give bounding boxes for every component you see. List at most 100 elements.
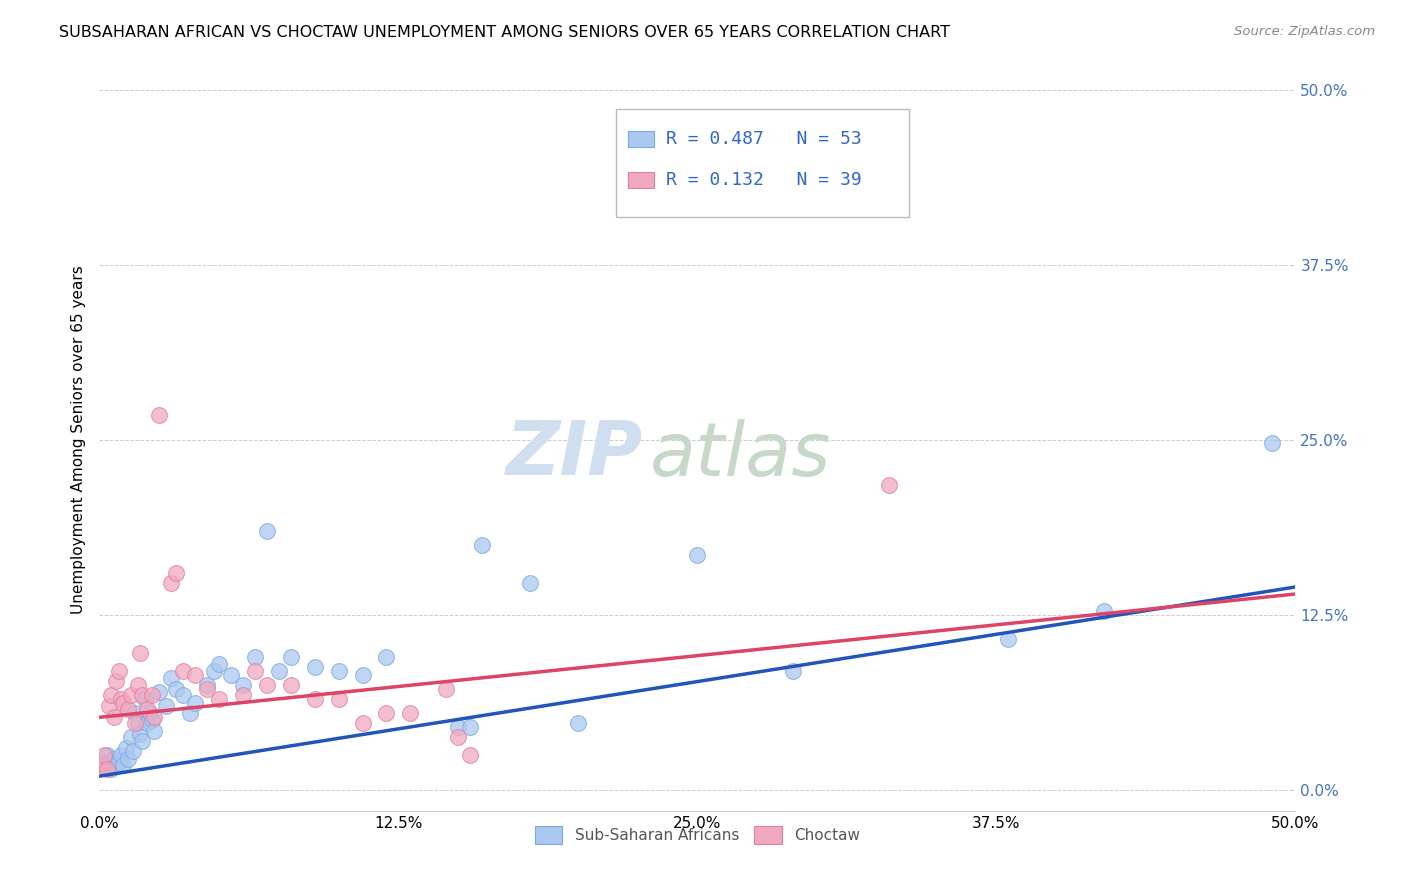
Point xyxy=(134,692,156,706)
Point xyxy=(243,650,266,665)
Point xyxy=(202,664,225,678)
Point xyxy=(93,758,115,772)
Point xyxy=(105,673,128,688)
Point xyxy=(143,724,166,739)
Point xyxy=(103,752,125,766)
Legend: Sub-Saharan Africans, Choctaw: Sub-Saharan Africans, Choctaw xyxy=(534,826,860,845)
Point xyxy=(112,696,135,710)
Point xyxy=(172,688,194,702)
Point xyxy=(105,758,128,772)
Point xyxy=(399,706,422,720)
Point xyxy=(136,702,159,716)
Point xyxy=(100,688,122,702)
Point xyxy=(997,632,1019,646)
Point xyxy=(110,748,132,763)
Point xyxy=(172,664,194,678)
Point xyxy=(136,715,159,730)
Point xyxy=(877,477,900,491)
Point xyxy=(138,706,160,720)
Point xyxy=(195,682,218,697)
Point xyxy=(93,748,115,763)
Point xyxy=(165,566,187,580)
Point xyxy=(124,706,146,720)
Point xyxy=(107,755,129,769)
Point xyxy=(131,688,153,702)
Point xyxy=(1260,435,1282,450)
Point xyxy=(232,678,254,692)
Point xyxy=(124,715,146,730)
Point xyxy=(117,702,139,716)
Point xyxy=(458,748,481,763)
Point xyxy=(120,688,142,702)
Point xyxy=(232,688,254,702)
Point xyxy=(131,734,153,748)
Point xyxy=(208,657,231,671)
Point xyxy=(160,575,183,590)
Point xyxy=(129,727,152,741)
Point xyxy=(352,668,374,682)
Text: R = 0.487   N = 53: R = 0.487 N = 53 xyxy=(666,130,862,148)
Point xyxy=(686,548,709,562)
Point xyxy=(519,575,541,590)
Point xyxy=(375,650,398,665)
Point xyxy=(98,699,121,714)
Point xyxy=(127,715,149,730)
Point xyxy=(98,755,121,769)
Point xyxy=(184,696,207,710)
Point xyxy=(352,715,374,730)
Point xyxy=(100,762,122,776)
Point xyxy=(447,720,470,734)
Point xyxy=(328,664,350,678)
Text: Source: ZipAtlas.com: Source: ZipAtlas.com xyxy=(1234,25,1375,38)
Point xyxy=(127,678,149,692)
Point xyxy=(208,692,231,706)
Point xyxy=(96,762,118,776)
Point xyxy=(195,678,218,692)
Point xyxy=(112,758,135,772)
Point xyxy=(165,682,187,697)
Point xyxy=(129,646,152,660)
Point xyxy=(328,692,350,706)
Point xyxy=(122,744,145,758)
Point xyxy=(782,664,804,678)
Text: ZIP: ZIP xyxy=(506,418,644,491)
Point xyxy=(471,538,494,552)
Point xyxy=(434,682,457,697)
Point xyxy=(243,664,266,678)
Point xyxy=(148,408,170,422)
Point xyxy=(114,741,136,756)
Point xyxy=(280,650,302,665)
Point xyxy=(1092,604,1115,618)
Point xyxy=(148,685,170,699)
Y-axis label: Unemployment Among Seniors over 65 years: Unemployment Among Seniors over 65 years xyxy=(72,266,86,615)
Point xyxy=(141,713,163,727)
Point xyxy=(375,706,398,720)
FancyBboxPatch shape xyxy=(628,172,654,188)
Point xyxy=(256,678,278,692)
Point xyxy=(141,688,163,702)
Point xyxy=(160,671,183,685)
FancyBboxPatch shape xyxy=(628,131,654,147)
Point xyxy=(90,755,112,769)
Point xyxy=(117,752,139,766)
Point xyxy=(103,710,125,724)
Point xyxy=(96,748,118,763)
Point xyxy=(179,706,201,720)
Point xyxy=(90,758,112,772)
Point xyxy=(567,715,589,730)
Text: R = 0.132   N = 39: R = 0.132 N = 39 xyxy=(666,171,862,189)
Point xyxy=(155,699,177,714)
Point xyxy=(267,664,290,678)
Point xyxy=(184,668,207,682)
Point xyxy=(110,692,132,706)
FancyBboxPatch shape xyxy=(616,110,910,217)
Point xyxy=(219,668,242,682)
Point xyxy=(304,660,326,674)
Point xyxy=(120,730,142,744)
Point xyxy=(256,524,278,538)
Point xyxy=(458,720,481,734)
Point xyxy=(447,730,470,744)
Text: atlas: atlas xyxy=(650,418,831,491)
Point xyxy=(304,692,326,706)
Point xyxy=(143,710,166,724)
